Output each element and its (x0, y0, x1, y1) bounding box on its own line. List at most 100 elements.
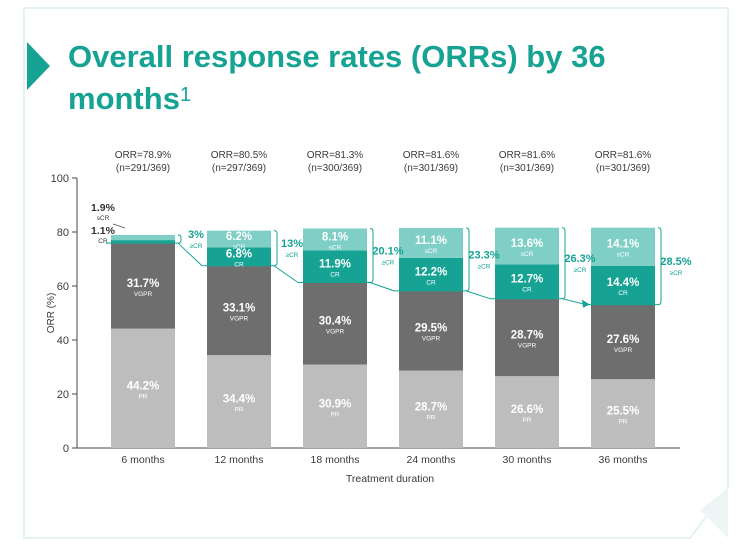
bar-segment-vgpr (591, 304, 655, 380)
segment-category-vgpr: VGPR (518, 342, 537, 349)
segment-category-scr: sCR (425, 248, 438, 255)
x-tick-label: 30 months (502, 454, 551, 466)
cr-trend-arrows (106, 227, 662, 308)
x-tick-label: 6 months (121, 454, 164, 466)
segment-value-scr: 13.6% (511, 238, 544, 250)
segment-category-pr: PR (522, 417, 531, 424)
bar-segment-pr (495, 376, 559, 448)
trend-segment (561, 298, 587, 306)
segment-category-pr: PR (426, 414, 435, 421)
bar-segment-scr (495, 227, 559, 265)
orr-n-label: (n=301/369) (500, 163, 554, 174)
segment-value-scr: 11.1% (415, 235, 447, 247)
bar-segment-scr (207, 230, 271, 248)
bar-segment-vgpr (111, 243, 175, 329)
bar-segment-cr (399, 257, 463, 291)
bar-segment-cr (207, 247, 271, 266)
bar-segment-pr (399, 370, 463, 448)
orr-label: ORR=81.6% (595, 150, 652, 161)
orr-label: ORR=81.6% (403, 150, 460, 161)
segment-category-cr: CR (618, 290, 628, 297)
segment-category-cr: CR (426, 279, 436, 286)
ge-cr-category: ≥CR (574, 267, 587, 274)
trend-segment (465, 290, 491, 300)
trend-segment (273, 265, 299, 283)
ge-cr-bracket (177, 234, 182, 244)
ge-cr-category: ≥CR (478, 263, 491, 270)
page-title: Overall response rates (ORRs) by 36 mont… (68, 36, 708, 120)
segment-value-cr: 14.4% (607, 277, 640, 289)
segment-category-pr: PR (330, 411, 339, 418)
bar-segment-scr (399, 227, 463, 258)
bar-segment-vgpr (207, 265, 271, 356)
orr-n-label: (n=301/369) (596, 163, 650, 174)
segment-value-vgpr: 30.4% (319, 316, 352, 328)
title-footnote: 1 (179, 84, 192, 106)
segment-category-pr: PR (234, 407, 243, 414)
y-axis-title: ORR (%) (46, 293, 57, 334)
ge-cr-value: 13% (281, 238, 303, 250)
x-tick-label: 12 months (214, 454, 263, 466)
ge-cr-bracket (369, 227, 374, 283)
segment-value-cr: 1.1% (91, 225, 116, 237)
trend-arrowhead-icon (582, 299, 590, 308)
bars (111, 227, 655, 448)
bar-segment-cr (495, 264, 559, 299)
segment-category-vgpr: VGPR (326, 329, 345, 336)
bar-segment-scr (111, 234, 175, 241)
title-marker-icon (27, 42, 50, 90)
ge-cr-value: 28.5% (660, 256, 691, 268)
ge-cr-value: 26.3% (564, 253, 595, 265)
orr-n-label: (n=301/369) (404, 163, 458, 174)
x-tick-label: 24 months (406, 454, 455, 466)
ge-cr-value: 3% (188, 229, 204, 241)
segment-value-pr: 44.2% (127, 380, 160, 392)
trend-segment (369, 282, 395, 292)
segment-value-pr: 28.7% (415, 401, 448, 413)
ge-cr-value: 23.3% (468, 249, 499, 261)
y-tick-label: 0 (63, 443, 69, 455)
segment-category-vgpr: VGPR (614, 347, 633, 354)
bar-segment-cr (303, 250, 367, 283)
orr-n-label: (n=291/369) (116, 163, 170, 174)
x-tick-label: 36 months (598, 454, 647, 466)
segment-value-scr: 14.1% (607, 239, 640, 251)
segment-value-pr: 34.4% (223, 394, 256, 406)
segment-category-cr: CR (522, 287, 532, 294)
segment-category-pr: PR (138, 393, 147, 400)
bar-segment-vgpr (303, 282, 367, 365)
trend-segment (177, 242, 203, 267)
segment-value-pr: 26.6% (511, 404, 544, 416)
segment-value-cr: 6.8% (226, 249, 252, 261)
bar-segment-cr (591, 265, 655, 305)
segment-category-vgpr: VGPR (134, 291, 153, 298)
axes: 0 20 40 60 80 100 ORR (%) Treatment duration (46, 173, 680, 485)
segment-value-pr: 25.5% (607, 406, 640, 418)
segment-value-vgpr: 27.6% (607, 334, 640, 346)
segment-value-vgpr: 33.1% (223, 302, 256, 314)
segment-value-cr: 11.9% (319, 258, 351, 270)
ge-cr-bracket (465, 227, 470, 292)
segment-value-pr: 30.9% (319, 398, 352, 410)
orr-label: ORR=81.6% (499, 150, 556, 161)
ge-cr-category: ≥CR (286, 252, 299, 259)
segment-category-cr: CR (234, 262, 244, 269)
segment-category-pr: PR (618, 419, 627, 426)
segment-category-vgpr: VGPR (422, 336, 441, 343)
segment-value-vgpr: 31.7% (127, 278, 160, 290)
segment-category-cr: CR (330, 271, 340, 278)
ge-cr-bracket (657, 227, 662, 306)
orr-n-label: (n=297/369) (212, 163, 266, 174)
bar-segment-pr (591, 379, 655, 448)
bar-segment-pr (207, 355, 271, 448)
segment-category-scr: sCR (617, 252, 630, 259)
segment-category-vgpr: VGPR (230, 315, 249, 322)
y-tick-label: 100 (51, 173, 69, 185)
callout-line (112, 223, 126, 229)
y-tick-label: 80 (57, 227, 69, 239)
orr-label: ORR=80.5% (211, 150, 268, 161)
bar-segment-pr (111, 328, 175, 448)
page-title-block: Overall response rates (ORRs) by 36 mont… (68, 36, 708, 120)
y-tick-label: 20 (57, 389, 69, 401)
